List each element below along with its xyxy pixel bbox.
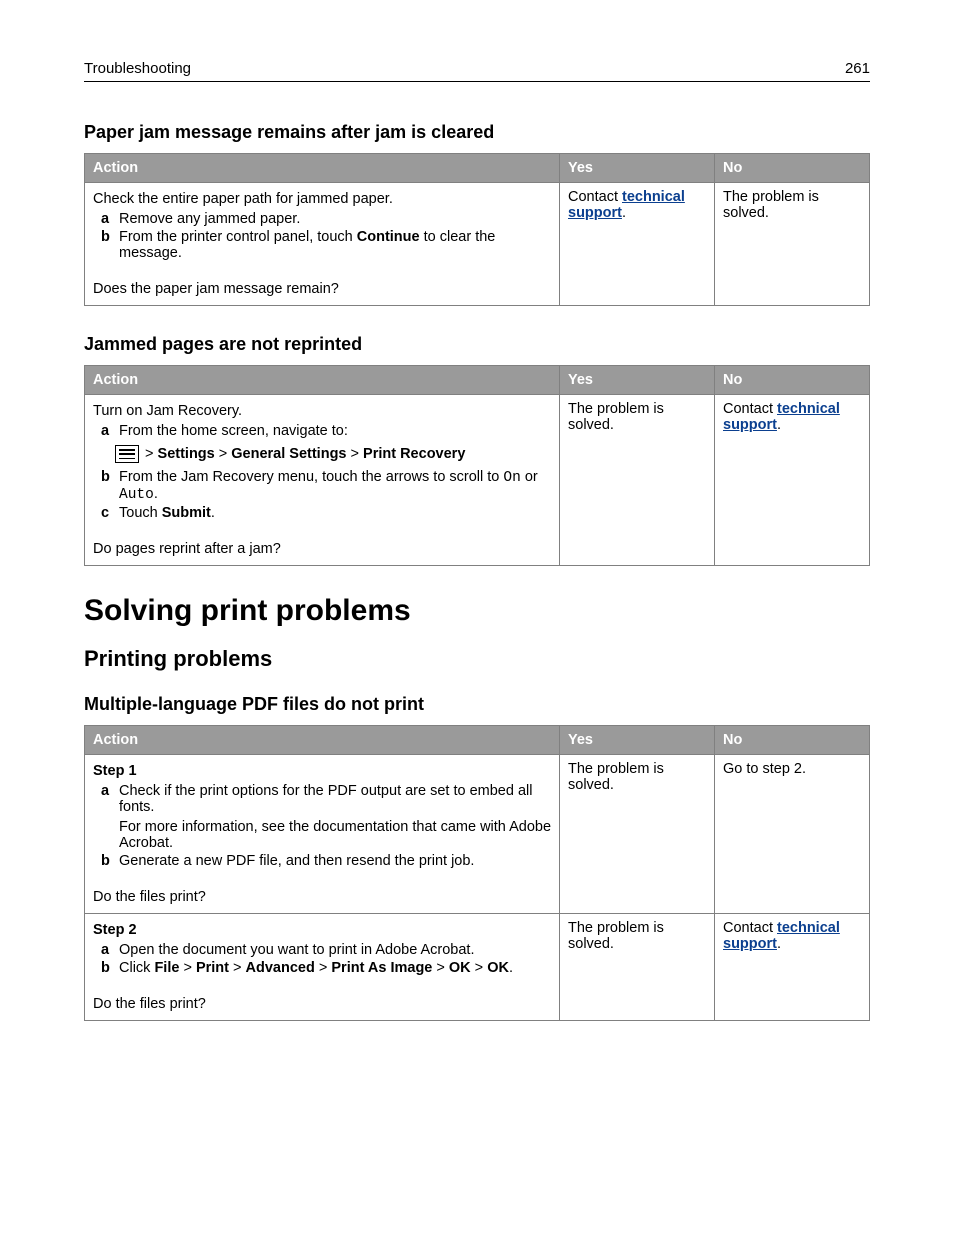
step-label: Step 2: [93, 922, 137, 938]
step-letter: a: [101, 211, 119, 227]
step-text: Generate a new PDF file, and then resend…: [119, 853, 551, 869]
action-question: Does the paper jam message remain?: [93, 281, 551, 297]
table-row: Turn on Jam Recovery. a From the home sc…: [85, 395, 870, 566]
cell-no: The problem is solved.: [715, 183, 870, 306]
step-letter: a: [101, 942, 119, 958]
step-text: Remove any jammed paper.: [119, 211, 551, 227]
header-page-number: 261: [845, 60, 870, 77]
step-text: Open the document you want to print in A…: [119, 942, 551, 958]
cell-no: Contact technical support.: [715, 395, 870, 566]
step-text: Touch Submit.: [119, 505, 551, 521]
menu-icon: [115, 445, 139, 463]
step-letter: b: [101, 469, 119, 503]
col-no-header: No: [715, 366, 870, 395]
step-text: Click File > Print > Advanced > Print As…: [119, 960, 551, 976]
section3-title: Multiple-language PDF files do not print: [84, 694, 870, 715]
action-question: Do pages reprint after a jam?: [93, 541, 551, 557]
step-text: Check if the print options for the PDF o…: [119, 783, 551, 851]
section1-table: Action Yes No Check the entire paper pat…: [84, 153, 870, 306]
col-action-header: Action: [85, 366, 560, 395]
cell-yes: Contact technical support.: [560, 183, 715, 306]
sub-heading: Printing problems: [84, 646, 870, 672]
section2-table: Action Yes No Turn on Jam Recovery. a Fr…: [84, 365, 870, 566]
main-heading: Solving print problems: [84, 594, 870, 628]
col-no-header: No: [715, 154, 870, 183]
col-yes-header: Yes: [560, 154, 715, 183]
cell-no: Contact technical support.: [715, 914, 870, 1021]
action-intro: Turn on Jam Recovery.: [93, 403, 551, 419]
col-yes-header: Yes: [560, 726, 715, 755]
table-row: Step 1 a Check if the print options for …: [85, 755, 870, 914]
header-section: Troubleshooting: [84, 60, 191, 77]
col-yes-header: Yes: [560, 366, 715, 395]
cell-yes: The problem is solved.: [560, 395, 715, 566]
step-letter: a: [101, 783, 119, 851]
section2-title: Jammed pages are not reprinted: [84, 334, 870, 355]
col-action-header: Action: [85, 726, 560, 755]
step-text: From the home screen, navigate to:: [119, 423, 551, 439]
section1-title: Paper jam message remains after jam is c…: [84, 122, 870, 143]
action-intro: Check the entire paper path for jammed p…: [93, 191, 551, 207]
table-row: Check the entire paper path for jammed p…: [85, 183, 870, 306]
cell-no: Go to step 2.: [715, 755, 870, 914]
step-letter: b: [101, 229, 119, 261]
table-row: Step 2 a Open the document you want to p…: [85, 914, 870, 1021]
step-text: From the printer control panel, touch Co…: [119, 229, 551, 261]
running-header: Troubleshooting 261: [84, 60, 870, 82]
section3-table: Action Yes No Step 1 a Check if the prin…: [84, 725, 870, 1021]
cell-yes: The problem is solved.: [560, 914, 715, 1021]
col-no-header: No: [715, 726, 870, 755]
step-text: From the Jam Recovery menu, touch the ar…: [119, 469, 551, 503]
cell-yes: The problem is solved.: [560, 755, 715, 914]
step-letter: b: [101, 960, 119, 976]
action-question: Do the files print?: [93, 996, 551, 1012]
step-letter: b: [101, 853, 119, 869]
step-letter: c: [101, 505, 119, 521]
action-question: Do the files print?: [93, 889, 551, 905]
step-label: Step 1: [93, 763, 137, 779]
step-letter: a: [101, 423, 119, 439]
col-action-header: Action: [85, 154, 560, 183]
nav-path: > Settings > General Settings > Print Re…: [93, 445, 551, 463]
